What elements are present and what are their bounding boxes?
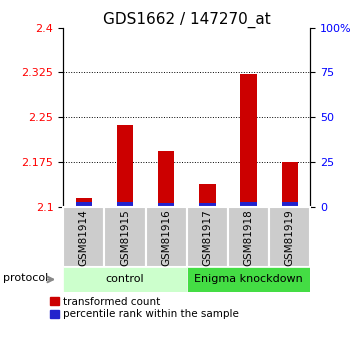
Bar [269,207,310,267]
Bar [75,202,92,207]
Bar [199,203,216,207]
Bar [158,151,174,207]
Legend: transformed count, percentile rank within the sample: transformed count, percentile rank withi… [50,297,239,319]
Bar [199,184,216,207]
Title: GDS1662 / 147270_at: GDS1662 / 147270_at [103,11,271,28]
Bar [63,207,104,267]
Bar [282,162,298,207]
Bar [187,267,310,292]
Bar [117,201,133,207]
Bar [240,74,257,207]
Text: protocol: protocol [3,273,48,283]
Bar [63,267,187,292]
Text: control: control [106,275,144,284]
Text: GSM81915: GSM81915 [120,209,130,266]
Text: GSM81919: GSM81919 [285,209,295,266]
Bar [75,198,92,207]
Text: GSM81914: GSM81914 [79,209,89,266]
Bar [104,207,145,267]
Text: Enigma knockdown: Enigma knockdown [194,275,303,284]
Bar [187,207,228,267]
Bar [158,203,174,207]
Bar [117,125,133,207]
Text: GSM81916: GSM81916 [161,209,171,266]
Bar [282,202,298,207]
Text: GSM81917: GSM81917 [203,209,212,266]
Bar [145,207,187,267]
Bar [240,202,257,207]
Bar [228,207,269,267]
Text: GSM81918: GSM81918 [244,209,254,266]
